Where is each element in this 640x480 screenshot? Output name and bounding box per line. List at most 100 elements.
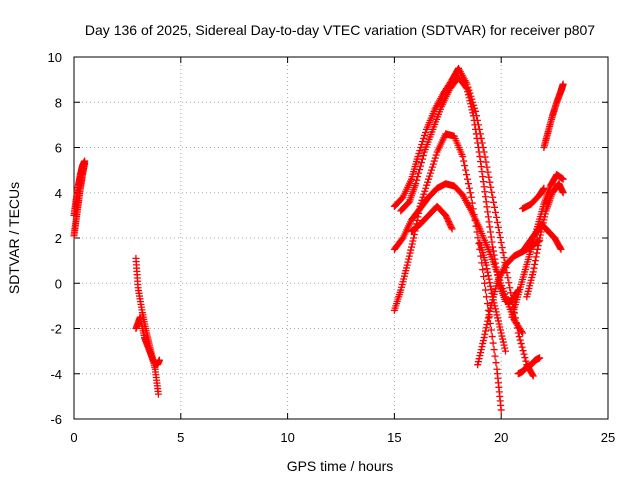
x-tick-label: 5 xyxy=(177,430,184,445)
data-point xyxy=(486,178,494,186)
data-point xyxy=(482,324,490,332)
data-point xyxy=(406,249,414,257)
data-point xyxy=(447,223,455,231)
data-point xyxy=(481,330,489,338)
data-point xyxy=(408,240,416,248)
data-point xyxy=(483,203,491,211)
data-point xyxy=(492,305,500,313)
data-point xyxy=(467,100,475,108)
data-point xyxy=(483,300,491,308)
data-point xyxy=(464,88,472,96)
series-arc-A2 xyxy=(70,157,89,219)
data-point xyxy=(478,168,486,176)
data-point xyxy=(475,355,483,363)
data-point xyxy=(475,240,483,248)
data-point xyxy=(559,80,567,88)
data-point xyxy=(493,311,501,319)
data-point xyxy=(482,261,490,269)
x-axis-label: GPS time / hours xyxy=(287,458,394,474)
data-point xyxy=(492,263,500,271)
data-point xyxy=(490,251,498,259)
data-point xyxy=(444,216,452,224)
data-point xyxy=(540,216,548,224)
data-point xyxy=(535,238,543,246)
data-point xyxy=(445,219,453,227)
data-point xyxy=(489,243,497,251)
tick-layer: 0 5 10 15 20 25 -6 -4 -2 0 2 4 6 8 10 xyxy=(48,50,616,445)
data-point xyxy=(467,193,475,201)
data-point xyxy=(432,151,440,159)
data-point xyxy=(488,333,496,341)
data-point xyxy=(469,109,477,117)
data-point xyxy=(465,94,473,102)
data-point xyxy=(489,193,497,201)
data-point xyxy=(418,155,426,163)
series-arc-M xyxy=(540,80,567,151)
data-point xyxy=(489,247,497,255)
data-point xyxy=(479,340,487,348)
data-point xyxy=(494,223,502,231)
data-point xyxy=(487,233,495,241)
data-point xyxy=(155,356,163,364)
data-point xyxy=(407,243,415,251)
data-point xyxy=(494,317,502,325)
data-point xyxy=(421,131,429,139)
data-point xyxy=(539,219,547,227)
data-point xyxy=(497,329,505,337)
data-point xyxy=(488,238,496,246)
data-point xyxy=(481,188,489,196)
y-tick-label: 10 xyxy=(48,50,62,65)
data-point xyxy=(417,159,425,167)
data-point xyxy=(462,83,470,91)
data-point xyxy=(530,264,538,272)
data-point xyxy=(534,242,542,250)
x-tick-label: 10 xyxy=(280,430,294,445)
x-tick-label: 0 xyxy=(70,430,77,445)
data-point xyxy=(492,259,500,267)
data-point xyxy=(485,218,493,226)
data-point xyxy=(520,350,528,358)
data-point xyxy=(447,222,455,230)
data-point xyxy=(556,244,564,252)
data-point xyxy=(538,222,546,230)
data-point xyxy=(429,160,437,168)
data-point xyxy=(499,249,507,257)
data-point xyxy=(485,311,493,319)
chart-title: Day 136 of 2025, Sidereal Day-to-day VTE… xyxy=(85,22,595,38)
data-point xyxy=(81,157,89,165)
data-point xyxy=(477,158,485,166)
data-point xyxy=(425,175,433,183)
data-point xyxy=(485,173,493,181)
data-point xyxy=(423,181,431,189)
data-point xyxy=(521,354,529,362)
data-point xyxy=(416,166,424,174)
data-point xyxy=(479,266,487,274)
data-point xyxy=(421,187,429,195)
data-point xyxy=(498,332,506,340)
data-point xyxy=(403,261,411,269)
data-point xyxy=(477,346,485,354)
x-tick-label: 15 xyxy=(387,430,401,445)
data-point xyxy=(532,253,540,261)
data-point xyxy=(537,228,545,236)
data-point xyxy=(443,214,451,222)
data-point xyxy=(497,239,505,247)
data-point xyxy=(477,163,485,171)
data-point xyxy=(474,358,482,366)
series-arc-D xyxy=(390,180,527,337)
data-point xyxy=(499,338,507,346)
data-point xyxy=(474,361,482,369)
data-point xyxy=(501,347,509,355)
series-arc-F xyxy=(397,73,522,305)
data-point xyxy=(482,198,490,206)
data-point xyxy=(470,116,478,124)
data-point xyxy=(487,286,495,294)
data-point xyxy=(484,272,492,280)
data-point xyxy=(477,349,485,357)
data-point xyxy=(482,293,490,301)
data-point xyxy=(404,199,412,207)
data-point xyxy=(536,354,544,362)
data-point xyxy=(531,260,539,268)
data-point xyxy=(486,279,494,287)
data-point xyxy=(407,246,415,254)
